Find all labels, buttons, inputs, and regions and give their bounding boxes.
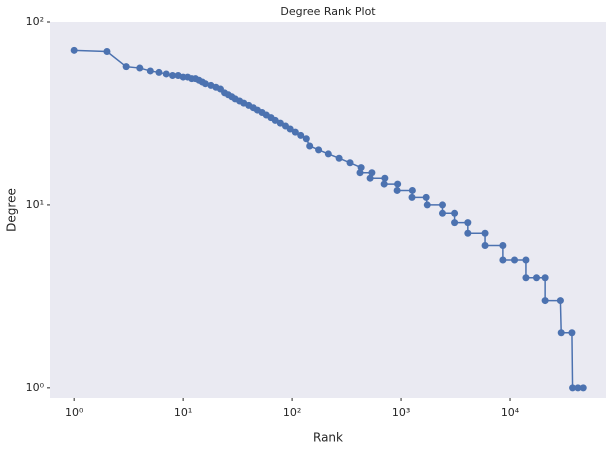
data-point — [393, 186, 401, 194]
data-point — [122, 63, 130, 71]
x-tick-label: 10⁰ — [65, 406, 84, 419]
data-point — [380, 180, 388, 188]
data-point — [136, 64, 144, 72]
data-point — [422, 193, 430, 201]
data-point — [381, 174, 389, 182]
x-tick-label: 10² — [283, 406, 301, 419]
data-point — [481, 229, 489, 237]
data-point — [146, 67, 154, 75]
data-point — [103, 47, 111, 55]
data-point — [438, 201, 446, 209]
y-tick-label: 10¹ — [26, 198, 44, 211]
data-point — [70, 46, 78, 54]
data-point — [297, 131, 305, 139]
data-point — [569, 384, 577, 392]
data-point — [464, 229, 472, 237]
data-point — [451, 209, 459, 217]
plot-area — [50, 22, 606, 398]
data-point — [481, 242, 489, 250]
data-point — [368, 169, 376, 177]
data-point — [499, 256, 507, 264]
data-point — [394, 180, 402, 188]
data-point — [201, 80, 209, 88]
data-point — [155, 68, 163, 76]
chart-title: Degree Rank Plot — [280, 5, 376, 18]
y-axis-label: Degree — [5, 188, 19, 232]
data-point — [306, 142, 314, 150]
data-point — [335, 154, 343, 162]
x-tick-label: 10⁴ — [501, 406, 520, 419]
data-point — [324, 150, 332, 158]
data-point — [356, 169, 364, 177]
data-point — [464, 219, 472, 227]
data-point — [408, 193, 416, 201]
data-point — [286, 125, 294, 133]
data-point — [315, 146, 323, 154]
y-tick-label: 10² — [26, 15, 44, 28]
x-tick-label: 10³ — [392, 406, 410, 419]
data-point — [276, 119, 284, 127]
data-point — [169, 71, 177, 79]
data-point — [162, 70, 170, 78]
data-point — [271, 116, 279, 124]
data-point — [574, 384, 582, 392]
data-point — [408, 186, 416, 194]
data-point — [302, 135, 310, 143]
data-point — [541, 274, 549, 282]
data-point — [346, 159, 354, 167]
data-point — [438, 209, 446, 217]
x-axis-label: Rank — [313, 431, 343, 445]
data-point — [522, 274, 530, 282]
data-point — [579, 384, 587, 392]
data-point — [511, 256, 519, 264]
y-tick-label: 10⁰ — [26, 381, 45, 394]
data-point — [451, 219, 459, 227]
data-point — [556, 297, 564, 305]
data-point — [522, 256, 530, 264]
data-point — [568, 329, 576, 337]
data-point — [499, 242, 507, 250]
data-point — [423, 201, 431, 209]
data-point — [366, 174, 374, 182]
x-tick-label: 10¹ — [174, 406, 192, 419]
data-point — [291, 128, 299, 136]
data-point — [541, 297, 549, 305]
data-point — [533, 274, 541, 282]
data-point — [557, 329, 565, 337]
